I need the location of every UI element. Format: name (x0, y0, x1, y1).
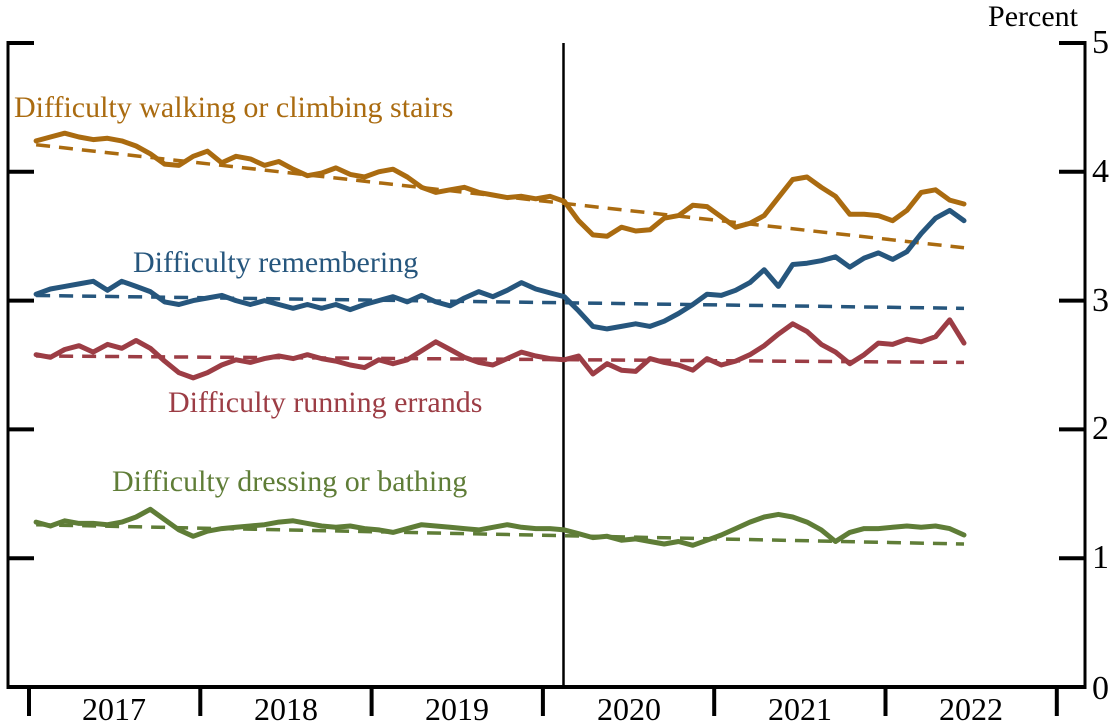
xtick-label-2021: 2021 (768, 691, 832, 723)
xtick-label-2022: 2022 (939, 691, 1003, 723)
ytick-label-3: 3 (1092, 282, 1109, 319)
series-label-errands: Difficulty running errands (168, 386, 483, 419)
trend-line-series-3 (36, 522, 965, 546)
data-line-series-2 (33, 317, 967, 381)
ytick-label-0: 0 (1092, 670, 1109, 707)
xtick-label-2017: 2017 (82, 691, 146, 723)
axes (6, 41, 1087, 689)
tick-marks (8, 41, 1085, 716)
data-line-series-0 (33, 130, 967, 239)
ytick-label-2: 2 (1092, 410, 1109, 447)
series-label-walking: Difficulty walking or climbing stairs (14, 91, 454, 124)
y-axis-unit-label: Percent (988, 0, 1078, 33)
series-label-remembering: Difficulty remembering (133, 246, 419, 279)
series-lines (33, 130, 967, 548)
xtick-label-2018: 2018 (254, 691, 318, 723)
xtick-label-2020: 2020 (597, 691, 661, 723)
ytick-label-1: 1 (1092, 539, 1109, 576)
data-line-series-1 (33, 207, 967, 332)
ytick-label-5: 5 (1092, 24, 1109, 61)
xtick-label-2019: 2019 (425, 691, 489, 723)
series-label-dressing: Difficulty dressing or bathing (112, 465, 468, 498)
data-line-series-3 (33, 506, 967, 548)
ytick-label-4: 4 (1092, 153, 1109, 190)
trend-line-series-1 (36, 293, 965, 311)
